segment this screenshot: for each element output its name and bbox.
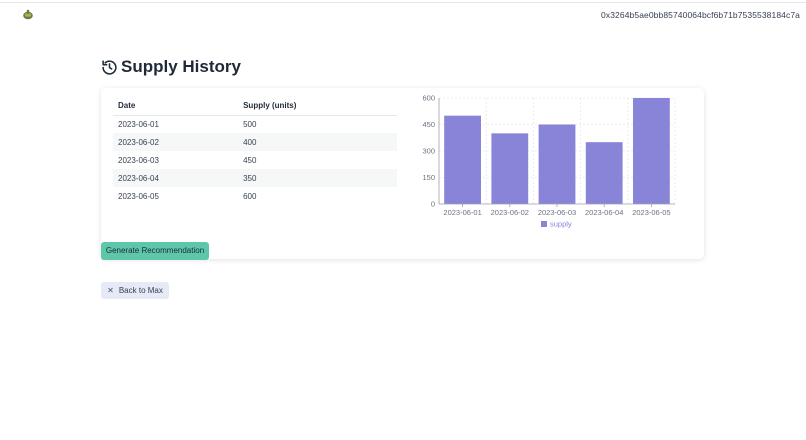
- back-to-max-button[interactable]: ✕ Back to Max: [101, 282, 169, 299]
- cell-supply: 450: [243, 155, 257, 165]
- column-header-supply: Supply (units): [238, 96, 397, 116]
- chart-bar: [538, 124, 576, 204]
- cell-date: 2023-06-04: [113, 169, 239, 187]
- table-row: 2023-06-04 350: [113, 169, 397, 187]
- supply-card: Date Supply (units) 2023-06-01 500 2023-…: [101, 88, 704, 259]
- page-heading: Supply History: [101, 57, 241, 77]
- cell-date: 2023-06-01: [118, 119, 159, 129]
- cell-date: 2023-06-02: [113, 133, 239, 151]
- table-row: 2023-06-03 450: [113, 151, 397, 169]
- x-tick-label: 2023-06-02: [491, 208, 529, 217]
- turtle-logo-icon[interactable]: [22, 9, 34, 21]
- table-row: 2023-06-05 600: [113, 187, 397, 205]
- chart-bar: [585, 142, 623, 204]
- cell-supply: 400: [238, 133, 397, 151]
- top-divider: [0, 0, 806, 3]
- close-icon: ✕: [107, 286, 114, 295]
- chart-bar: [444, 115, 482, 204]
- cell-supply: 500: [243, 119, 257, 129]
- table-header-row: Date Supply (units): [113, 96, 397, 116]
- chart-bar: [491, 133, 529, 204]
- history-icon: [102, 59, 117, 75]
- x-tick-label: 2023-06-05: [632, 208, 670, 217]
- back-button-label: Back to Max: [118, 286, 163, 295]
- y-tick-label: 0: [431, 200, 435, 209]
- x-tick-label: 2023-06-04: [585, 208, 623, 217]
- table-row: 2023-06-01 500: [113, 115, 397, 133]
- column-header-date: Date: [113, 96, 239, 116]
- legend-swatch: [541, 221, 547, 227]
- y-tick-label: 300: [422, 147, 435, 156]
- cell-supply: 350: [238, 169, 397, 187]
- wallet-address: 0x3264b5ae0bb85740064bcf6b71b7535538184c…: [601, 10, 800, 20]
- x-tick-label: 2023-06-03: [538, 208, 576, 217]
- table-row: 2023-06-02 400: [113, 133, 397, 151]
- x-tick-label: 2023-06-01: [443, 208, 481, 217]
- y-tick-label: 600: [422, 94, 435, 103]
- cell-date: 2023-06-03: [118, 155, 159, 165]
- y-tick-label: 450: [422, 120, 435, 129]
- y-tick-label: 150: [422, 173, 435, 182]
- supply-table: Date Supply (units) 2023-06-01 500 2023-…: [113, 96, 397, 205]
- supply-bar-chart: 0 150 300 450 600 2023-06-01 2023-06-02 2023-06…: [422, 94, 676, 229]
- cell-supply: 600: [243, 191, 257, 201]
- legend-label: supply: [550, 220, 572, 229]
- generate-recommendation-button[interactable]: Generate Recommendation: [101, 242, 209, 260]
- cell-date: 2023-06-05: [118, 191, 159, 201]
- page-title: Supply History: [121, 57, 241, 76]
- chart-bar: [632, 98, 670, 204]
